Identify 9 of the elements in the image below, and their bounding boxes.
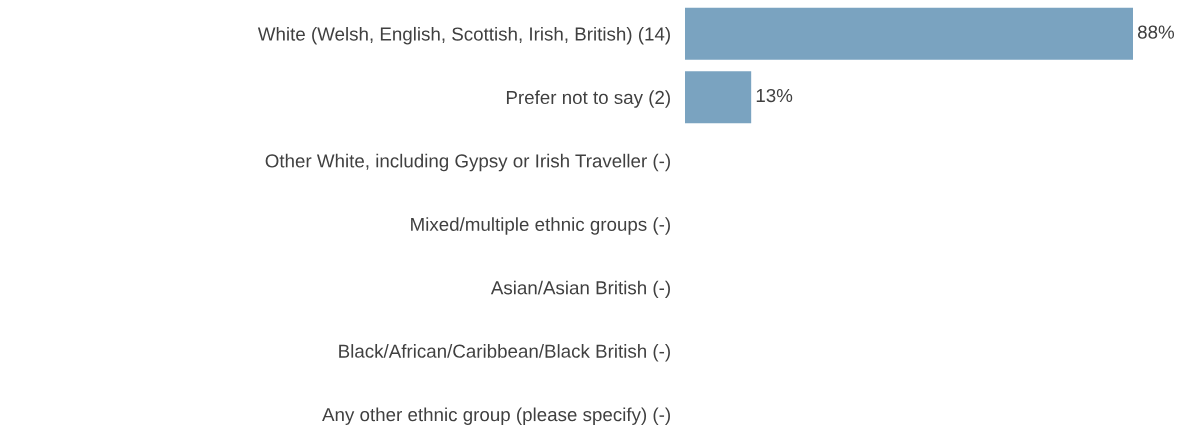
data-label: 13% bbox=[756, 88, 793, 103]
y-tick-label: Other White, including Gypsy or Irish Traveller (-) bbox=[265, 153, 670, 172]
data-label: 88% bbox=[1137, 25, 1175, 39]
y-tick-label: Prefer not to say (2) bbox=[506, 90, 670, 108]
y-tick-label: Any other ethnic group (please specify) (-) bbox=[322, 407, 670, 425]
y-tick-label: Black/African/Caribbean/Black British (-) bbox=[339, 344, 670, 362]
y-tick-label: White (Welsh, English, Scottish, Irish, British) (14) bbox=[257, 26, 670, 45]
y-tick-label: Mixed/multiple ethnic groups (-) bbox=[411, 217, 670, 235]
y-tick-label: Asian/Asian British (-) bbox=[490, 280, 670, 299]
